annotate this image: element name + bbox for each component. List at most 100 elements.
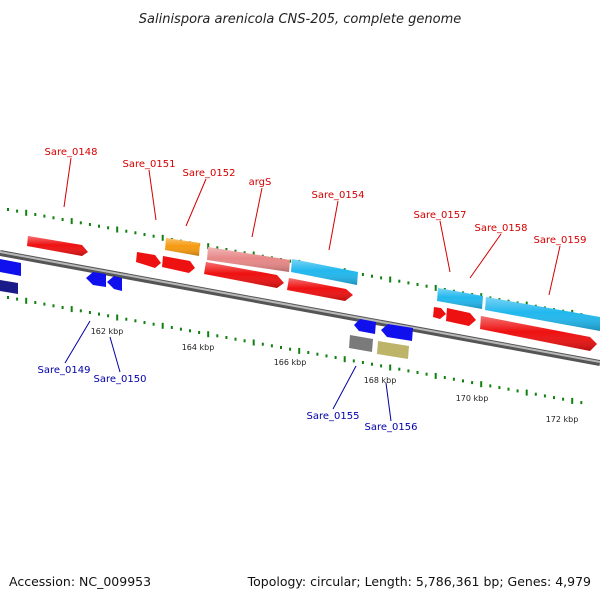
lower-tick-mark <box>389 364 392 371</box>
label-sare-0149[interactable]: Sare_0149 <box>38 365 91 376</box>
upper-tick-mark <box>371 274 373 278</box>
lower-tick-mark <box>352 359 355 363</box>
upper-tick-mark <box>161 234 164 241</box>
label-sare-0151[interactable]: Sare_0151 <box>123 159 176 170</box>
upper-tick-mark <box>207 243 210 250</box>
lower-tick-mark <box>252 339 255 346</box>
lower-tick-mark <box>316 352 319 356</box>
upper-tick-mark <box>107 226 110 230</box>
upper-tick-mark <box>34 213 37 216</box>
upper-tick-mark <box>425 284 428 288</box>
upper-tick-mark <box>143 233 146 236</box>
lower-tick-mark <box>225 336 228 339</box>
lower-tick-mark <box>107 314 110 318</box>
upper-tick-mark <box>61 218 64 221</box>
upper-tick-mark <box>134 231 137 235</box>
lower-tick-mark <box>170 326 173 329</box>
label-sare-0155[interactable]: Sare_0155 <box>307 411 360 422</box>
lower-tick-mark <box>562 397 565 401</box>
label-sare-0157[interactable]: Sare_0157 <box>414 210 467 221</box>
lower-tick-mark <box>480 381 483 388</box>
lower-tick-mark <box>43 302 46 306</box>
label-sare-0148[interactable]: Sare_0148 <box>45 147 98 158</box>
lower-tick-mark <box>207 331 210 338</box>
accession-text: Accession: NC_009953 <box>9 574 151 589</box>
lower-tick-mark <box>525 389 528 396</box>
lower-tick-mark <box>434 372 437 379</box>
label-sare-0152[interactable]: Sare_0152 <box>183 168 236 179</box>
lower-tick-mark <box>507 387 510 391</box>
lower-tick-mark <box>243 339 246 343</box>
lower-tick-mark <box>161 322 164 329</box>
upper-tick-mark <box>289 259 292 263</box>
upper-tick-mark <box>70 218 73 225</box>
lower-tick-row <box>7 296 583 405</box>
scale-label-162: 162 kbp <box>91 327 124 336</box>
scale-label-168: 168 kbp <box>364 376 397 385</box>
lower-tick-mark <box>61 306 64 309</box>
lower-tick-mark <box>125 317 128 321</box>
upper-tick-mark <box>88 223 91 226</box>
lower-tick-mark <box>98 312 100 316</box>
gene-sare-0149[interactable] <box>86 272 106 287</box>
cog-box-left-edge[interactable] <box>0 280 18 294</box>
lower-tick-mark <box>325 354 328 358</box>
gene-sare-0150[interactable] <box>107 276 122 291</box>
lower-tick-mark <box>371 362 373 366</box>
lower-tick-mark <box>261 342 264 346</box>
lower-tick-mark <box>70 306 73 313</box>
scale-labels: 162 kbp 164 kbp 166 kbp 168 kbp 170 kbp … <box>91 327 579 424</box>
lower-tick-mark <box>179 327 182 331</box>
label-args[interactable]: argS <box>249 177 272 188</box>
upper-tick-mark <box>407 281 410 285</box>
gene-sare-0158[interactable] <box>446 308 476 326</box>
upper-tick-mark <box>216 246 219 250</box>
upper-tick-mark <box>116 226 119 233</box>
upper-tick-mark <box>416 283 419 286</box>
lower-tick-mark <box>216 334 219 338</box>
upper-tick-mark <box>52 216 55 220</box>
gene-sare-0157[interactable] <box>433 307 446 319</box>
label-sare-0154[interactable]: Sare_0154 <box>312 190 365 201</box>
scale-label-170: 170 kbp <box>456 394 489 403</box>
lower-tick-mark <box>416 371 419 374</box>
upper-tick-mark <box>243 251 246 255</box>
lower-tick-mark <box>25 297 28 304</box>
gene-sare-0152[interactable] <box>162 256 195 273</box>
lower-tick-mark <box>52 304 55 308</box>
label-sare-0158[interactable]: Sare_0158 <box>475 223 528 234</box>
lower-tick-mark <box>270 344 273 348</box>
upper-tick-mark <box>361 273 364 276</box>
lower-tick-mark <box>452 377 455 381</box>
gene-labels-bottom: Sare_0149 Sare_0150 Sare_0155 Sare_0156 <box>38 365 418 433</box>
genome-info-text: Topology: circular; Length: 5,786,361 bp… <box>247 574 591 589</box>
scale-label-164: 164 kbp <box>182 343 215 352</box>
lower-tick-mark <box>471 381 474 385</box>
gene-sare-0156[interactable] <box>381 324 413 341</box>
map-title: Salinispora arenicola CNS-205, complete … <box>139 12 461 27</box>
upper-tick-mark <box>434 284 437 291</box>
lower-tick-mark <box>116 314 119 321</box>
label-sare-0159[interactable]: Sare_0159 <box>534 235 587 246</box>
lower-tick-mark <box>361 361 364 364</box>
lower-tick-mark <box>307 351 310 354</box>
lower-tick-mark <box>516 389 519 393</box>
gene-left-edge[interactable] <box>0 259 21 276</box>
lower-tick-mark <box>380 364 383 368</box>
cog-box-sare-0156[interactable] <box>377 341 409 359</box>
label-sare-0150[interactable]: Sare_0150 <box>94 374 147 385</box>
upper-tick-mark <box>7 208 9 211</box>
gene-sare-0155[interactable] <box>354 319 376 334</box>
upper-tick-mark <box>79 221 82 225</box>
cog-box-sare-0155[interactable] <box>349 335 373 352</box>
scale-label-172: 172 kbp <box>546 415 579 424</box>
lower-tick-mark <box>79 309 82 313</box>
lower-tick-mark <box>7 296 9 299</box>
lower-tick-mark <box>580 401 583 405</box>
lower-tick-mark <box>189 329 191 333</box>
leader-lines <box>63 157 561 422</box>
upper-tick-mark <box>43 214 46 218</box>
label-sare-0156[interactable]: Sare_0156 <box>365 422 418 433</box>
gene-sare-0151[interactable] <box>136 252 161 268</box>
